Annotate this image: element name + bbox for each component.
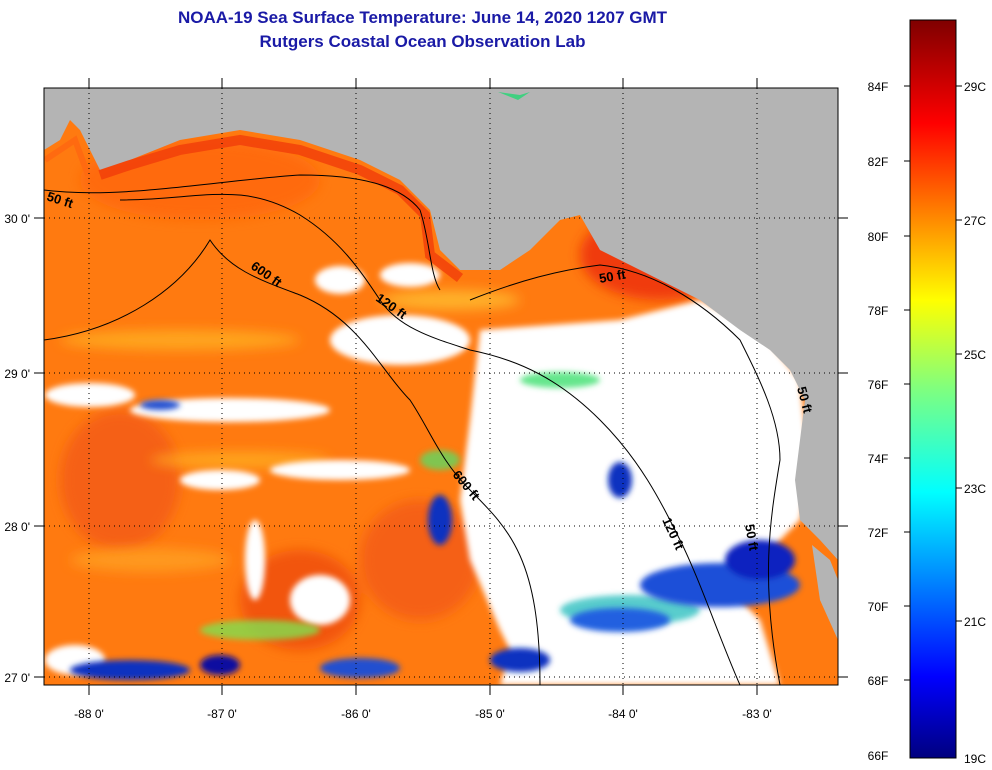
- cold-water-patches: [70, 400, 800, 680]
- title-line-2: Rutgers Coastal Ocean Observation Lab: [259, 32, 586, 51]
- f-label: 78F: [868, 304, 889, 318]
- f-label: 70F: [868, 600, 889, 614]
- lon-label: -86 0': [341, 707, 371, 721]
- axis-ticks: [34, 78, 848, 695]
- bathymetry-contours: [44, 174, 781, 685]
- contour-label: 50 ft: [742, 523, 762, 553]
- lat-label: 27 0': [4, 671, 30, 685]
- lat-label: 29 0': [4, 367, 30, 381]
- c-label: 27C: [964, 214, 986, 228]
- transition-streaks: [60, 290, 520, 572]
- c-label: 25C: [964, 348, 986, 362]
- lon-label: -85 0': [475, 707, 505, 721]
- lon-label: -84 0': [608, 707, 638, 721]
- c-label: 29C: [964, 80, 986, 94]
- f-label: 76F: [868, 378, 889, 392]
- f-label: 72F: [868, 526, 889, 540]
- contour-label: 50 ft: [794, 385, 816, 415]
- contour-label: 50 ft: [598, 266, 628, 286]
- c-label: 19C: [964, 752, 986, 766]
- f-label: 84F: [868, 80, 889, 94]
- land-mass: [44, 88, 838, 560]
- lat-label: 28 0': [4, 520, 30, 534]
- lon-label: -83 0': [742, 707, 772, 721]
- lon-label: -88 0': [74, 707, 104, 721]
- colorbar-gradient: [909, 19, 957, 759]
- c-label: 23C: [964, 482, 986, 496]
- title-line-1: NOAA-19 Sea Surface Temperature: June 14…: [177, 8, 668, 27]
- f-label: 80F: [868, 230, 889, 244]
- f-label: 82F: [868, 155, 889, 169]
- f-label: 66F: [868, 749, 889, 763]
- f-label: 68F: [868, 674, 889, 688]
- c-label: 21C: [964, 615, 986, 629]
- f-label: 74F: [868, 452, 889, 466]
- lon-label: -87 0': [207, 707, 237, 721]
- lat-label: 30 0': [4, 212, 30, 226]
